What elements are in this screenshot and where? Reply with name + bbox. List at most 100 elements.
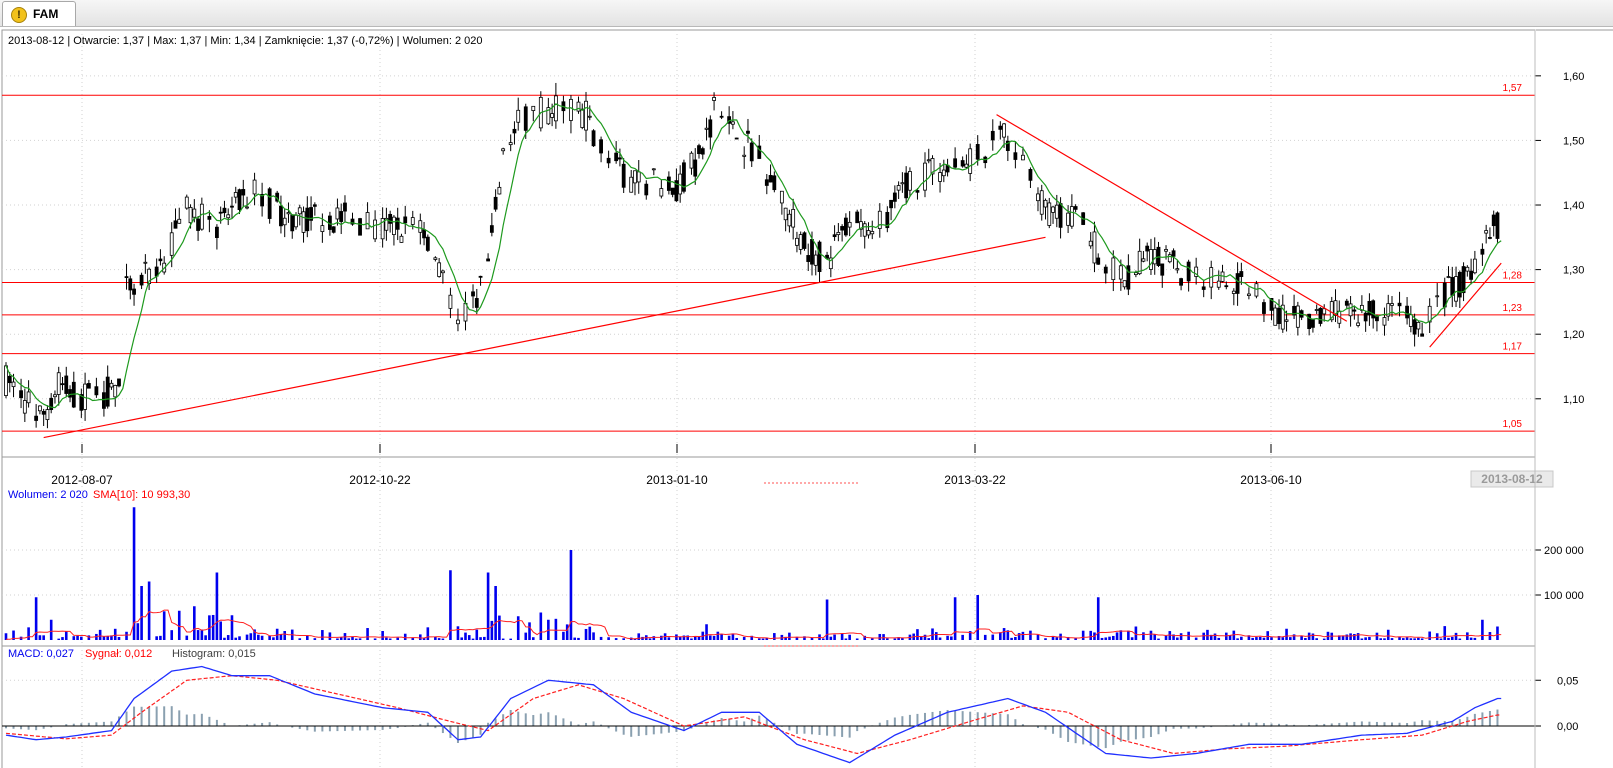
candle-body: [670, 187, 675, 195]
volume-bar: [38, 635, 42, 640]
histogram-bar: [1187, 726, 1190, 729]
volume-bar: [366, 628, 369, 640]
candle-body: [599, 139, 603, 154]
candle-body: [659, 188, 664, 197]
horizontal-levels[interactable]: 1,57 1,28 1,23 1,17 1,05: [2, 83, 1535, 432]
candle-body: [132, 288, 136, 295]
volume-bar: [1217, 637, 1221, 640]
trendlines[interactable]: [43, 114, 1502, 439]
candle-body: [1454, 276, 1458, 302]
candle-body: [553, 95, 558, 122]
volume-bar: [1127, 630, 1130, 640]
volume-bar: [396, 637, 399, 640]
candle-body: [779, 190, 784, 204]
histogram-bar: [1285, 724, 1288, 727]
histogram-bar: [494, 718, 497, 727]
histogram-bar: [1127, 726, 1130, 741]
volume-bar: [923, 634, 927, 640]
candle-body: [1412, 319, 1417, 335]
volume-bar: [1119, 630, 1123, 640]
volume-bar: [1341, 635, 1345, 640]
volume-bar: [678, 636, 682, 640]
histogram-bar: [735, 720, 738, 727]
candle-body: [1329, 301, 1334, 321]
volume-bar: [840, 633, 844, 640]
candle-body: [704, 127, 709, 130]
volume-bar: [1153, 634, 1157, 640]
candle-body: [86, 383, 91, 389]
histogram-bar: [961, 711, 964, 727]
histogram-bar: [969, 711, 972, 727]
tab-fam[interactable]: ! FAM: [2, 1, 76, 26]
histogram-bar: [660, 726, 663, 734]
volume-tick-label: 100 000: [1544, 590, 1584, 602]
volume-bar: [434, 636, 437, 640]
histogram-bar: [1451, 721, 1454, 727]
volume-bar: [1383, 638, 1386, 640]
volume-bar: [132, 507, 136, 640]
volume-bar: [1496, 626, 1499, 640]
histogram-bar: [42, 726, 45, 729]
candle-body: [580, 108, 585, 128]
candle-body: [693, 159, 698, 177]
volume-bar: [87, 635, 91, 640]
candle-body: [840, 226, 845, 231]
volume-bar: [211, 614, 215, 640]
current-date-box: [1470, 470, 1554, 488]
histogram-bar: [954, 710, 957, 727]
volume-bar: [1096, 597, 1100, 640]
histogram-bar: [833, 726, 836, 737]
candle-body: [380, 218, 385, 240]
histogram-bar: [1014, 719, 1017, 727]
histogram-bar: [133, 706, 136, 727]
histogram-bar: [87, 722, 90, 727]
volume-bar: [490, 620, 494, 640]
histogram-bar: [479, 726, 482, 735]
volume-bar: [1417, 637, 1420, 640]
histogram-bar: [125, 711, 128, 727]
candle-body: [1051, 206, 1055, 213]
candle-body: [772, 175, 777, 191]
candle-body: [1145, 245, 1150, 252]
candle-body: [1036, 193, 1040, 202]
price-tick-label: 1,20: [1563, 329, 1584, 341]
volume-bar: [1194, 637, 1198, 640]
candle-body: [606, 157, 611, 164]
volume-bar: [4, 633, 8, 640]
candle-body: [279, 205, 283, 227]
candle-body: [1348, 303, 1353, 317]
volume-bar: [147, 581, 151, 640]
volume-bar: [784, 636, 787, 640]
volume-bar: [234, 637, 238, 640]
candle-body: [1111, 257, 1116, 281]
volume-bar: [697, 636, 701, 640]
candle-body: [68, 389, 72, 398]
histogram-bar: [547, 712, 550, 727]
candlesticks[interactable]: [4, 82, 1500, 429]
volume-bar: [313, 638, 317, 640]
candle-body: [757, 145, 762, 159]
volume-bar: [562, 631, 565, 640]
warning-icon: !: [11, 7, 27, 23]
volume-bar: [140, 586, 143, 640]
volume-bar: [1281, 637, 1285, 640]
histogram-bar: [291, 726, 294, 728]
histogram-bar: [1375, 721, 1378, 727]
histogram-bar: [1262, 723, 1265, 727]
candle-body: [365, 212, 370, 230]
candle-body: [245, 206, 249, 209]
volume-bar: [976, 595, 980, 640]
volume-bar: [1051, 635, 1055, 640]
candle-body: [294, 214, 298, 228]
volume-bar: [238, 636, 241, 640]
candle-body: [7, 375, 12, 384]
volume-bar: [272, 637, 275, 640]
histogram-bar: [682, 726, 685, 732]
volume-bar: [1311, 633, 1315, 640]
candle-body: [847, 221, 852, 228]
histogram-bar: [1406, 723, 1409, 727]
histogram-bar: [1428, 720, 1431, 727]
candle-body: [297, 207, 302, 215]
volume-bar: [467, 635, 471, 640]
